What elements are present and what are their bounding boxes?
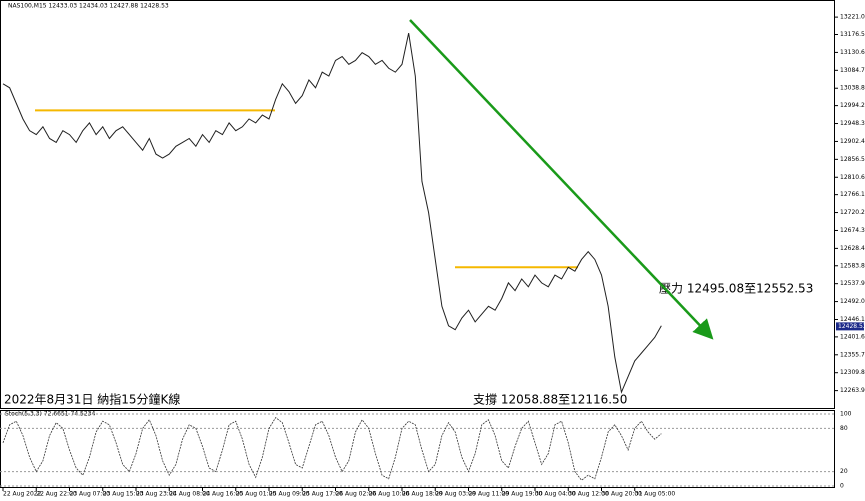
main-panel (0, 0, 835, 409)
x-tick-label: 23 Aug 23:00 (136, 491, 177, 498)
stoch-tick-label: 80 (840, 425, 848, 432)
y-tick-label: 12948.35 (840, 120, 865, 127)
y-tick-label: 12309.80 (840, 369, 865, 376)
y-tick-label: 12355.70 (840, 351, 865, 358)
x-tick-label: 31 Aug 05:00 (635, 491, 676, 498)
x-tick-label: 23 Aug 15:00 (103, 491, 144, 498)
x-tick-label: 26 Aug 18:00 (402, 491, 443, 498)
last-price: 12428.53 (838, 323, 865, 330)
x-tick-label: 30 Aug 04:00 (535, 491, 576, 498)
x-tick-label: 30 Aug 12:00 (568, 491, 609, 498)
x-tick-label: 26 Aug 10:00 (369, 491, 410, 498)
y-tick-label: 12902.45 (840, 138, 865, 145)
y-tick-label: 12401.60 (840, 333, 865, 340)
y-tick-label: 12537.95 (840, 280, 865, 287)
x-tick-label: 22 Aug 22:00 (36, 491, 77, 498)
x-tick-label: 24 Aug 16:00 (203, 491, 244, 498)
y-tick-label: 12720.20 (840, 209, 865, 216)
x-tick-label: 24 Aug 08:00 (169, 491, 210, 498)
y-tick-label: 13176.50 (840, 31, 865, 38)
trend-line (409, 19, 714, 340)
y-tick-label: 12492.05 (840, 298, 865, 305)
y-tick-label: 13221.05 (840, 14, 865, 21)
x-tick-label: 29 Aug 11:00 (469, 491, 510, 498)
x-tick-label: 25 Aug 01:00 (236, 491, 277, 498)
y-tick-label: 12856.55 (840, 156, 865, 163)
annotation: 支撐 12058.88至12116.50 (473, 393, 627, 407)
annotation: 壓力 12495.08至12552.53 (659, 282, 813, 296)
x-tick-label: 26 Aug 02:00 (336, 491, 377, 498)
y-tick-label: 12446.15 (840, 316, 865, 323)
stoch-line (2, 417, 662, 481)
stoch-panel (0, 410, 835, 488)
x-tick-label: 22 Aug 2022 (3, 491, 42, 498)
stoch-tick-label: 100 (840, 411, 852, 418)
stoch-title: Stoch(5,3,3) 72.6651 74.5234 (5, 411, 96, 418)
y-tick-label: 13130.60 (840, 49, 865, 56)
chart-title: NAS100,M15 12433.03 12434.03 12427.88 12… (8, 3, 169, 10)
y-tick-label: 12263.90 (840, 387, 865, 394)
y-tick-label: 12994.25 (840, 102, 865, 109)
last-price-box (836, 322, 864, 331)
y-tick-label: 12766.10 (840, 191, 865, 198)
x-tick-label: 29 Aug 19:00 (502, 491, 543, 498)
annotation: 2022年8月31日 納指15分鐘K線 (4, 392, 180, 407)
y-tick-label: 13038.80 (840, 85, 865, 92)
stoch-tick-label: 0 (840, 483, 844, 490)
stoch-tick-label: 20 (840, 468, 848, 475)
y-tick-label: 13084.70 (840, 67, 865, 74)
x-tick-label: 25 Aug 09:00 (269, 491, 310, 498)
price-line (2, 33, 662, 394)
x-tick-label: 25 Aug 17:00 (302, 491, 343, 498)
x-tick-label: 23 Aug 07:00 (70, 491, 111, 498)
y-tick-label: 12674.30 (840, 227, 865, 234)
y-tick-label: 12628.40 (840, 245, 865, 252)
x-tick-label: 30 Aug 20:00 (602, 491, 643, 498)
y-tick-label: 12810.65 (840, 174, 865, 181)
x-tick-label: 29 Aug 03:00 (435, 491, 476, 498)
y-tick-label: 12583.85 (840, 262, 865, 269)
